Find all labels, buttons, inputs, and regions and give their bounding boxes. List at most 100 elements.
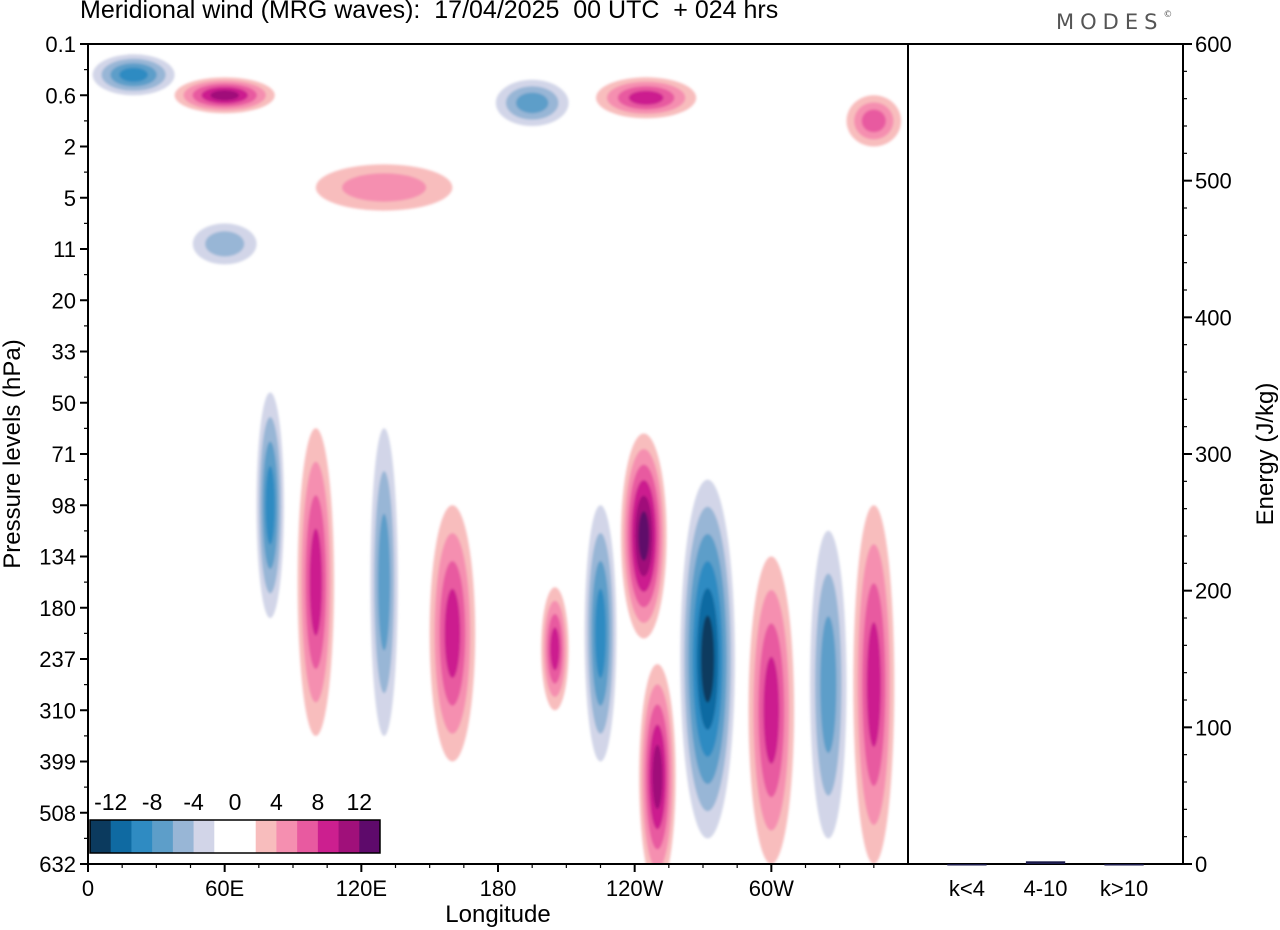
contour-band (638, 511, 650, 561)
y-tick-label: 50 (52, 391, 76, 416)
heatmap-feature (846, 95, 902, 147)
x-axis-title: Longitude (445, 901, 550, 928)
heatmap-feature (495, 79, 569, 126)
colorbar-swatch (297, 820, 319, 853)
contour-band (210, 90, 239, 101)
heatmap-feature (853, 505, 895, 864)
y-tick-label: 71 (52, 442, 76, 467)
energy-bar (947, 864, 987, 866)
y-tick-label: 33 (52, 340, 76, 365)
colorbar-label: 4 (270, 789, 283, 815)
heatmap-feature (584, 505, 617, 762)
contour-band (861, 109, 886, 133)
energy-bar-chart: 0 100 200 300 400 500 600 k<4 4-10 k>10 Energy (J/… (907, 32, 1279, 901)
colorbar-swatch (317, 820, 340, 853)
contour-band (652, 744, 663, 810)
colorbar-swatch (172, 820, 195, 853)
colorbar-swatch (255, 820, 277, 853)
x-tick-label: 120W (606, 876, 664, 901)
modes-logo: MODES© (1056, 10, 1172, 34)
contour-band (820, 616, 837, 753)
colorbar-label: 8 (311, 789, 324, 815)
contour-band (444, 588, 461, 679)
heatmap-feature (810, 530, 847, 839)
heatmap-feature (315, 164, 453, 211)
colorbar-swatch (276, 820, 298, 853)
contour-band (595, 588, 606, 679)
colorbar-label: 0 (229, 789, 242, 815)
contour-band (378, 513, 391, 651)
heatmap-feature (370, 428, 398, 736)
x-tick-label: 180 (480, 876, 517, 901)
y-tick-label: 134 (39, 545, 76, 570)
y-tick-label: 11 (53, 237, 76, 262)
chart-title: Meridional wind (MRG waves): 17/04/2025 … (80, 0, 779, 24)
energy-tick-label: 200 (1195, 579, 1232, 604)
heatmap-feature (256, 392, 284, 619)
contour-band (763, 656, 780, 764)
x-tick-label: 60E (205, 876, 244, 901)
y-tick-label: 632 (39, 852, 76, 877)
x-tick-label: 0 (82, 876, 94, 901)
energy-axis-title: Energy (J/kg) (1252, 383, 1279, 526)
colorbar-swatch (110, 820, 132, 853)
heatmap-feature (680, 479, 735, 839)
colorbar-swatch (235, 820, 257, 853)
colorbar-frame (89, 819, 381, 854)
colorbar-label: -12 (94, 789, 127, 815)
energy-category-label: 4-10 (1023, 876, 1067, 901)
colorbar-label: -4 (183, 789, 204, 815)
contour-band (265, 466, 276, 545)
energy-tick-label: 100 (1195, 715, 1232, 740)
colorbar-label: -8 (142, 789, 162, 815)
contour-band (205, 231, 245, 257)
contour-band (628, 90, 664, 105)
y-tick-label: 508 (39, 801, 76, 826)
contour-band (309, 528, 323, 636)
colorbar-swatch (90, 820, 112, 853)
colorbar-label: 12 (346, 789, 372, 815)
heatmap-feature (174, 77, 275, 114)
energy-tick-label: 300 (1195, 442, 1232, 467)
energy-category-label: k>10 (1100, 876, 1148, 901)
heatmap-feature (596, 77, 697, 119)
x-tick-label: 120E (336, 876, 387, 901)
y-tick-label: 20 (52, 288, 76, 313)
colorbar-swatch (193, 820, 215, 853)
brand-name: MODES (1056, 10, 1164, 34)
heatmap-feature (429, 505, 476, 762)
colorbar-swatch (152, 820, 174, 853)
heatmap-feature (541, 587, 569, 711)
y-axis-title: Pressure levels (hPa) (0, 339, 26, 568)
contour-band (866, 622, 881, 747)
heatmap-feature (92, 54, 175, 96)
heatmap-feature (297, 428, 334, 736)
y-tick-label: 5 (64, 186, 76, 211)
contour-band (119, 67, 148, 82)
heatmap-feature (621, 433, 667, 639)
contour-band (516, 92, 549, 114)
y-tick-label: 0.6 (45, 83, 76, 108)
energy-category-label: k<4 (949, 876, 985, 901)
contour-band (342, 173, 427, 202)
colorbar-swatch (214, 820, 236, 853)
y-tick-label: 2 (64, 135, 76, 160)
y-tick-label: 310 (39, 698, 76, 723)
heatmap-feature (748, 556, 795, 864)
energy-tick-label: 600 (1195, 32, 1232, 57)
heatmap-feature (639, 664, 676, 864)
y-tick-label: 180 (39, 596, 76, 621)
energy-tick-label: 500 (1195, 169, 1232, 194)
energy-frame (907, 43, 1184, 865)
energy-tick-label: 400 (1195, 305, 1232, 330)
y-tick-label: 0.1 (45, 32, 76, 57)
brand-mark: © (1163, 10, 1173, 20)
colorbar-swatch (359, 820, 381, 853)
heatmap-field (92, 54, 902, 864)
y-tick-label: 237 (39, 647, 76, 672)
y-tick-label: 98 (52, 493, 76, 518)
y-tick-label: 399 (39, 750, 76, 775)
colorbar: -12 -8 -4 0 4 8 12 (88, 778, 382, 855)
energy-bar (1104, 864, 1144, 866)
